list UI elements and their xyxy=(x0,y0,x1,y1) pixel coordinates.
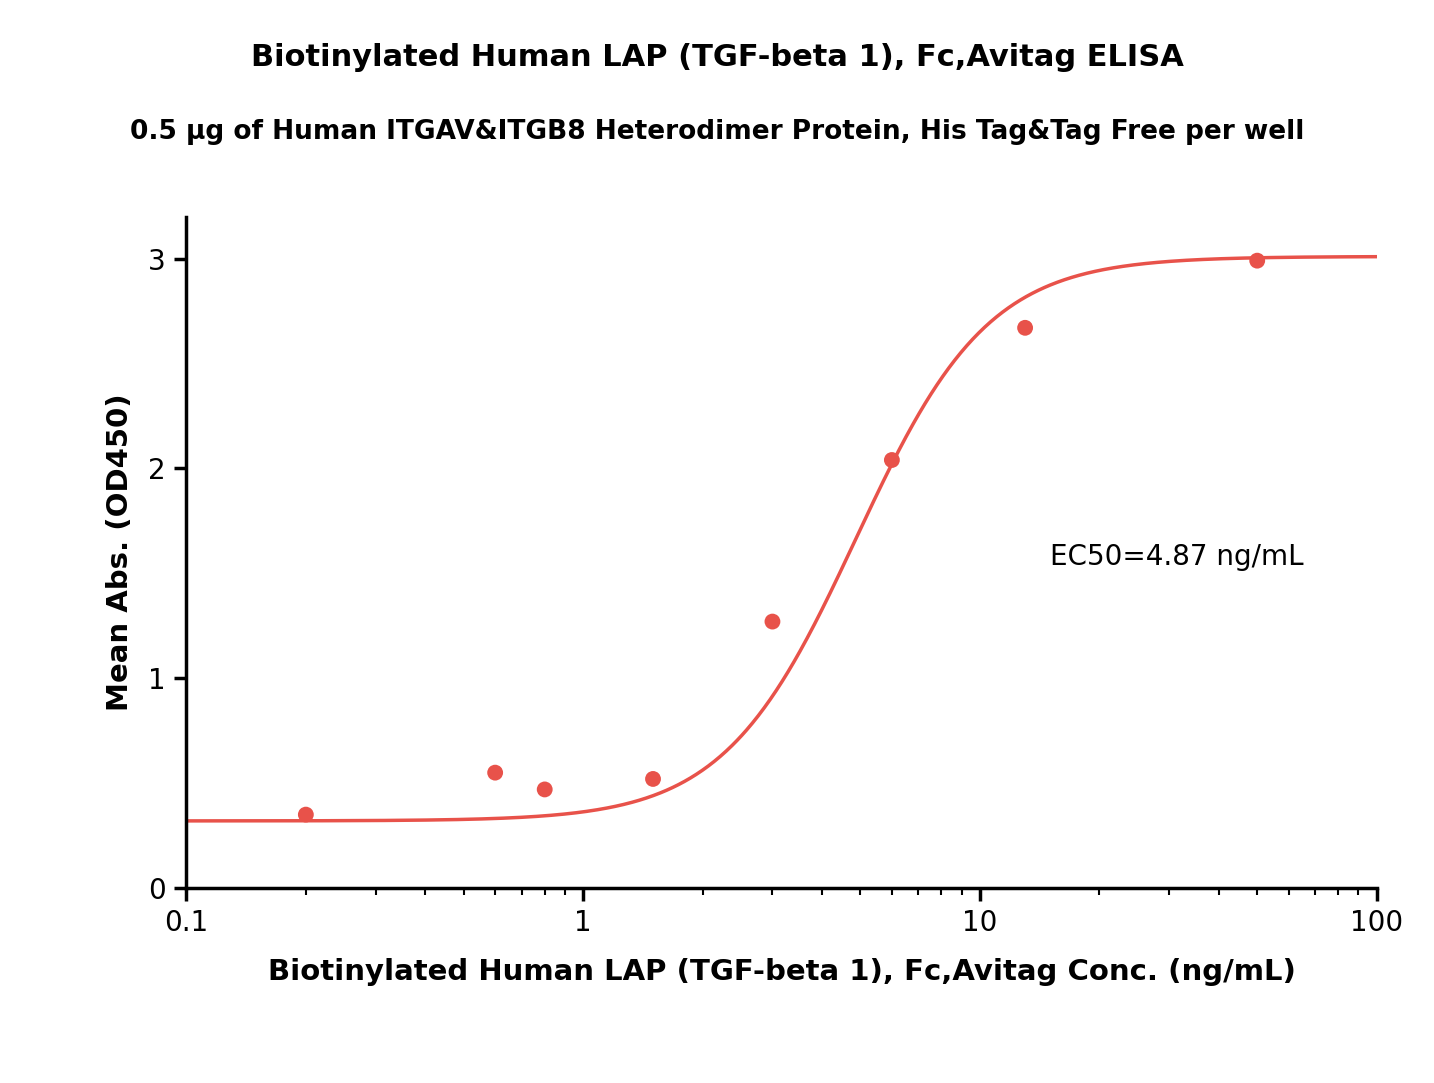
X-axis label: Biotinylated Human LAP (TGF-beta 1), Fc,Avitag Conc. (ng/mL): Biotinylated Human LAP (TGF-beta 1), Fc,… xyxy=(268,957,1295,986)
Point xyxy=(1014,319,1037,337)
Text: EC50=4.87 ng/mL: EC50=4.87 ng/mL xyxy=(1050,543,1304,571)
Point xyxy=(533,781,556,798)
Point xyxy=(1246,252,1269,270)
Text: Biotinylated Human LAP (TGF-beta 1), Fc,Avitag ELISA: Biotinylated Human LAP (TGF-beta 1), Fc,… xyxy=(251,43,1183,73)
Point xyxy=(483,764,506,781)
Text: 0.5 μg of Human ITGAV&ITGB8 Heterodimer Protein, His Tag&Tag Free per well: 0.5 μg of Human ITGAV&ITGB8 Heterodimer … xyxy=(130,119,1304,145)
Point xyxy=(294,806,317,823)
Point xyxy=(880,452,903,469)
Point xyxy=(761,613,784,630)
Y-axis label: Mean Abs. (OD450): Mean Abs. (OD450) xyxy=(106,393,133,712)
Point xyxy=(641,770,664,787)
